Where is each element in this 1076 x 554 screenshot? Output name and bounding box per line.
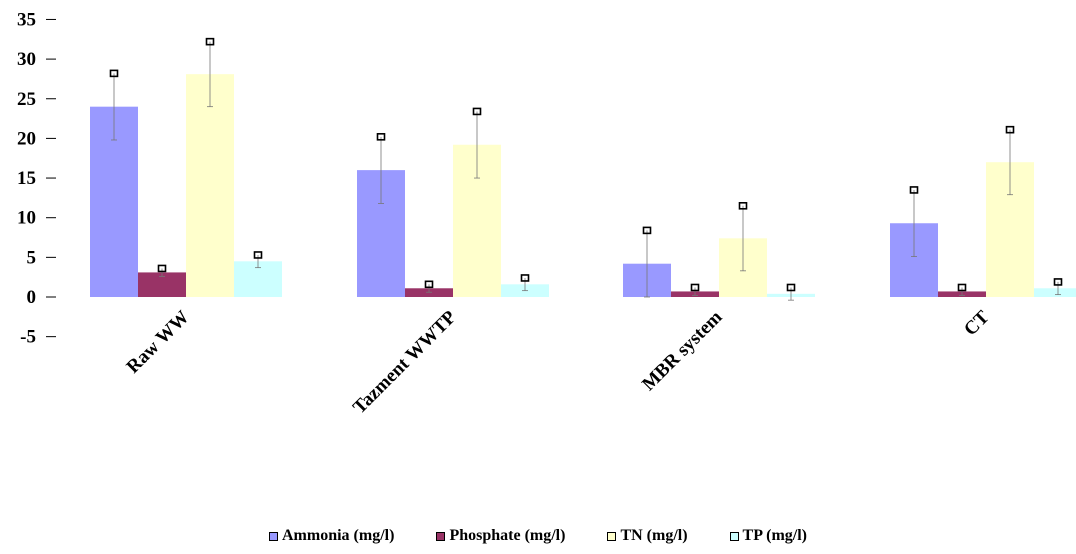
error-bar-cap-high xyxy=(690,283,700,292)
error-bar-cap-high xyxy=(376,133,386,141)
y-tick-label: 5 xyxy=(27,247,37,268)
error-bar-cap-high xyxy=(1053,278,1063,286)
error-bar-cap-high xyxy=(957,283,967,292)
error-bar-cap-high xyxy=(205,37,215,46)
error-bars xyxy=(109,37,1063,301)
legend-item: Phosphate (mg/l) xyxy=(436,527,565,545)
bar xyxy=(186,74,234,298)
y-tick-label: 15 xyxy=(17,168,36,189)
category-label: Tazment WWTP xyxy=(349,306,461,418)
y-tick-label: 20 xyxy=(17,128,36,149)
error-bar-cap-high xyxy=(424,280,434,289)
category-label: MBR system xyxy=(638,307,726,395)
error-bar-cap-high xyxy=(1005,125,1015,134)
error-bar-cap-high xyxy=(253,251,263,259)
category-labels: Raw WW Tazment WWTP MBR system CT xyxy=(123,306,994,418)
y-tick-label: -5 xyxy=(20,327,36,348)
category-label: Raw WW xyxy=(123,307,194,378)
error-bar-cap-high xyxy=(786,283,796,292)
legend-label: TN (mg/l) xyxy=(620,527,688,544)
legend-item: Ammonia (mg/l) xyxy=(269,527,394,545)
error-bar-cap-high xyxy=(738,202,748,210)
legend-swatch xyxy=(729,531,739,541)
bar-chart: -5 0 5 10 15 20 25 30 35 Raw WW Tazment WWTP MBR s… xyxy=(17,9,1076,418)
y-tick-label: 25 xyxy=(17,89,36,110)
error-bar-cap-high xyxy=(157,264,167,273)
legend-item: TP (mg/l) xyxy=(729,527,807,545)
bars xyxy=(90,74,1076,298)
category-label: CT xyxy=(960,306,994,340)
y-tick-label: 30 xyxy=(17,49,36,70)
error-bar-cap-high xyxy=(642,226,652,235)
error-bar-cap-high xyxy=(109,69,119,78)
legend-item: TN (mg/l) xyxy=(607,527,688,545)
error-bar-cap-high xyxy=(520,274,530,282)
y-tick-label: 35 xyxy=(17,9,36,30)
y-tick-label: 0 xyxy=(27,287,37,308)
legend-label: TP (mg/l) xyxy=(742,527,807,544)
legend-swatch xyxy=(436,531,446,541)
error-bar-cap-high xyxy=(909,186,919,194)
legend-label: Phosphate (mg/l) xyxy=(449,527,566,544)
error-bar-cap-high xyxy=(472,107,482,116)
y-tick-label: 10 xyxy=(17,208,36,229)
legend: Ammonia (mg/l) Phosphate (mg/l) TN (mg/l) T… xyxy=(0,527,1076,545)
legend-swatch xyxy=(607,531,617,541)
y-axis: -5 0 5 10 15 20 25 30 35 xyxy=(17,9,56,348)
legend-label: Ammonia (mg/l) xyxy=(282,527,395,544)
legend-swatch xyxy=(269,531,278,541)
bar xyxy=(1034,288,1076,297)
